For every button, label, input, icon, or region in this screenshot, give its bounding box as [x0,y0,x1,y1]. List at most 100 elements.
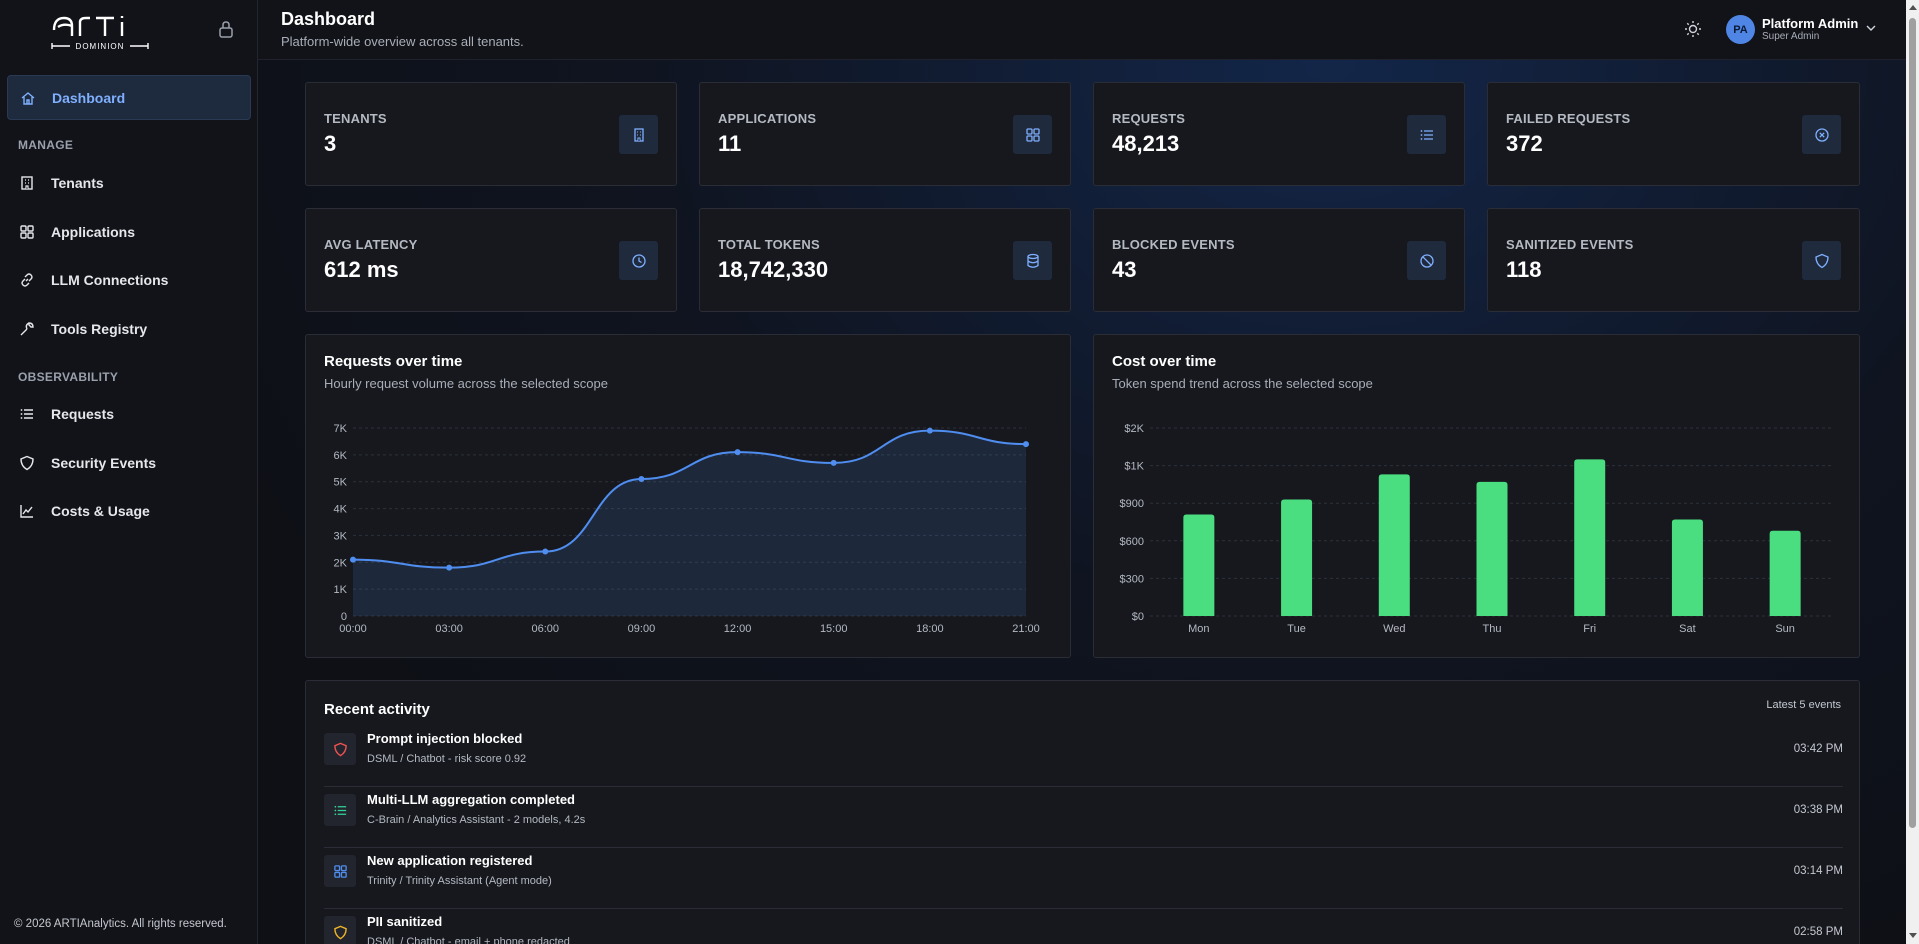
x-circle-icon [1802,115,1841,154]
theme-toggle-sun-icon[interactable] [1684,20,1702,38]
x-tick-label: Mon [1188,623,1209,635]
activity-item-title: Prompt injection blocked [367,731,523,746]
activity-item-time: 03:38 PM [1793,804,1843,816]
sidebar-item-dashboard[interactable]: Dashboard [7,75,251,120]
sidebar-item-tenants[interactable]: Tenants [7,160,251,205]
shield-icon [1802,241,1841,280]
data-point [830,459,837,466]
cost-bar-chart[interactable]: $0 $300 $600 $900 $1K $2K Mon Tue Wed Thu Fri Sat Su… [1094,335,1861,659]
bar [1183,514,1215,616]
activity-item-desc: Trinity / Trinity Assistant (Agent mode) [367,875,552,887]
y-tick-label: $600 [1120,536,1144,548]
section-title-observability: OBSERVABILITY [18,370,119,384]
avatar[interactable]: PA [1726,15,1755,44]
activity-item-desc: DSML / Chatbot - risk score 0.92 [367,753,527,765]
stat-card-requests[interactable]: REQUESTS 48,213 [1093,82,1465,186]
stat-value: 118 [1506,257,1542,282]
x-tick-label: 21:00 [1012,623,1040,635]
stat-label: TENANTS [324,111,387,126]
stat-card-blocked-events[interactable]: BLOCKED EVENTS 43 [1093,208,1465,312]
bar [1769,530,1801,616]
stat-label: BLOCKED EVENTS [1112,237,1235,252]
bar [1281,499,1313,616]
bar [1476,481,1508,616]
activity-item[interactable]: New application registered Trinity / Tri… [324,848,1843,909]
scroll-down-arrow-icon[interactable] [1909,933,1917,938]
stat-card-failed-requests[interactable]: FAILED REQUESTS 372 [1487,82,1860,186]
data-point [350,556,356,563]
y-tick-label: $0 [1132,611,1144,623]
sidebar-item-llm-connections[interactable]: LLM Connections [7,257,251,302]
shield-alert-icon [324,733,356,765]
stat-value: 48,213 [1112,131,1180,156]
y-tick-label: $2K [1124,423,1144,435]
stat-card-applications[interactable]: APPLICATIONS 11 [699,82,1071,186]
database-icon [1013,241,1052,280]
x-tick-label: Tue [1287,623,1306,635]
shield-icon [324,916,356,944]
x-tick-label: Fri [1583,623,1596,635]
trend-icon [19,503,35,519]
chart-subtitle: Token spend trend across the selected sc… [1112,376,1373,391]
data-point [638,476,645,483]
wrench-icon [19,321,35,337]
grid-icon [1013,115,1052,154]
stat-card-total-tokens[interactable]: TOTAL TOKENS 18,742,330 [699,208,1071,312]
building-icon [19,175,35,191]
x-tick-label: Sun [1775,623,1795,635]
activity-item-time: 03:14 PM [1793,865,1843,877]
area-fill [353,430,1026,616]
activity-item-title: New application registered [367,853,533,868]
sidebar-item-costs-usage[interactable]: Costs & Usage [7,488,251,533]
sidebar-item-security-events[interactable]: Security Events [7,440,251,485]
stat-card-tenants[interactable]: TENANTS 3 [305,82,677,186]
y-tick-label: 3K [334,530,348,542]
activity-item[interactable]: Multi-LLM aggregation completed C-Brain … [324,787,1843,848]
data-point [446,564,453,571]
link-icon [19,272,35,288]
scrollbar-thumb[interactable] [1909,18,1916,828]
user-name[interactable]: Platform Admin [1762,16,1859,31]
user-role: Super Admin [1762,31,1820,42]
page-scrollbar[interactable] [1906,0,1919,944]
y-tick-label: 2K [334,557,348,569]
stat-value: 11 [718,131,742,156]
sidebar-item-requests[interactable]: Requests [7,391,251,436]
stat-value: 43 [1112,257,1137,282]
list-icon [324,794,356,826]
sidebar-item-label: LLM Connections [51,271,169,288]
activity-item-time: 02:58 PM [1793,926,1843,938]
stat-card-avg-latency[interactable]: AVG LATENCY 612 ms [305,208,677,312]
sidebar-item-applications[interactable]: Applications [7,209,251,254]
x-tick-label: Sat [1679,623,1696,635]
x-tick-label: 15:00 [820,623,848,635]
activity-item[interactable]: Prompt injection blocked DSML / Chatbot … [324,726,1843,787]
sidebar-item-tools-registry[interactable]: Tools Registry [7,306,251,351]
requests-chart-card: Requests over time Hourly request volume… [305,334,1071,658]
sidebar-item-label: Dashboard [52,89,126,106]
activity-item[interactable]: PII sanitized DSML / Chatbot - email + p… [324,909,1843,944]
bar [1378,474,1410,616]
requests-area-chart[interactable]: 0 1K 2K 3K 4K 5K 6K 7K 00:00 03:00 06:00 09:00 12:00… [306,335,1072,659]
lock-icon[interactable] [218,20,234,38]
activity-item-title: PII sanitized [367,914,443,929]
cost-chart-card: Cost over time Token spend trend across … [1093,334,1860,658]
stat-label: TOTAL TOKENS [718,237,820,252]
stat-label: SANITIZED EVENTS [1506,237,1634,252]
sidebar-item-label: Security Events [51,454,157,471]
y-tick-label: $300 [1120,573,1144,585]
y-tick-label: 5K [334,477,348,489]
chevron-down-icon[interactable] [1865,22,1877,34]
bar [1574,459,1606,616]
scroll-up-arrow-icon[interactable] [1909,5,1917,10]
arti-dominion-logo[interactable]: DOMINION [50,8,150,52]
stat-value: 3 [324,131,337,156]
activity-item-time: 03:42 PM [1793,743,1843,755]
list-icon [1407,115,1446,154]
stat-card-sanitized-events[interactable]: SANITIZED EVENTS 118 [1487,208,1860,312]
chart-subtitle: Hourly request volume across the selecte… [324,376,608,391]
chart-title: Requests over time [324,353,463,370]
activity-item-desc: DSML / Chatbot - email + phone redacted [367,936,570,944]
main-content: TENANTS 3 APPLICATIONS 11 REQUESTS 48,21… [258,60,1906,944]
